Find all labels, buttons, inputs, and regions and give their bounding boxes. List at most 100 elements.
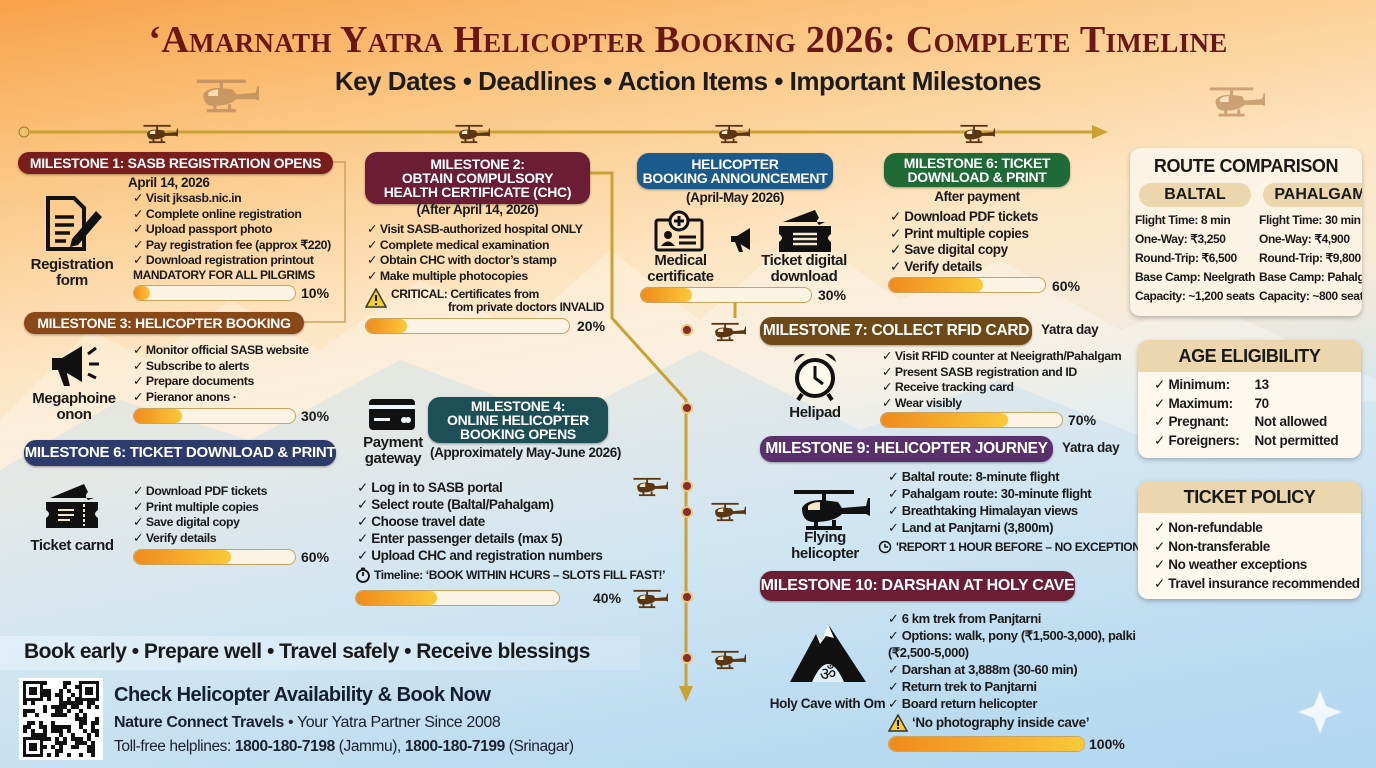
checklist-item: Complete online registration [133, 207, 331, 223]
company-name: Nature Connect Travels [114, 714, 284, 731]
checklist-item: Make multiple photocopies [367, 269, 583, 285]
registration-form-label: Registration form [30, 256, 114, 289]
checklist-item: Options: walk, pony (₹1,500-3,000), palk… [888, 627, 1138, 661]
helpline-line: Toll-free helplines: 1800-180-7198 (Jamm… [114, 738, 574, 756]
medical-certificate-label: Medical certificate [638, 253, 723, 285]
milestone-7-progress-label: 70% [1068, 412, 1097, 428]
checklist-item: Baltal route: 8-minute flight [888, 468, 1091, 485]
milestone-9-checklist: Baltal route: 8-minute flightPahalgam ro… [888, 468, 1092, 536]
route-rows: Flight Time: 30 min One-Way: ₹4,900 Round-… [1259, 211, 1362, 306]
age-row: ✓ Minimum: 13 [1154, 377, 1269, 392]
milestone-6-right-progress-label: 60% [1052, 278, 1081, 294]
milestone-7-checklist: Visit RFID counter at Neeigrath/Pahalgam… [882, 349, 1122, 411]
checklist-item: Monitor official SASB website [133, 343, 309, 359]
phone-jammu[interactable]: 1800-180-7198 [234, 738, 335, 755]
helicopter-icon [706, 650, 746, 670]
milestone-10-progress-bar [888, 736, 1085, 752]
checklist-item: Upload passport photo [133, 222, 331, 238]
checklist-item: Upload CHC and registration numbers [357, 547, 603, 564]
milestone-2-date: (After April 14, 2026) [416, 202, 539, 217]
announcement-date: (April-May 2026) [686, 190, 784, 205]
qr-code[interactable] [19, 678, 103, 760]
route-row: Flight Time: 30 min [1259, 213, 1361, 227]
helicopter-icon [706, 502, 746, 522]
announcement-title: HELICOPTER BOOKING ANNOUNCEMENT [637, 153, 833, 189]
company-line: Nature Connect Travels • Your Yatra Part… [114, 714, 501, 732]
milestone-1-date: April 14, 2026 [128, 175, 210, 190]
title-line: MILESTONE 4: [470, 398, 566, 414]
age-row: ✓ Foreigners: Not permitted [1154, 432, 1339, 448]
milestone-1-title: MILESTONE 1: SASB REGISTRATION OPENS [18, 152, 333, 174]
checklist-item: Darshan at 3,888m (30-60 min) [888, 661, 1138, 678]
route-comparison-title: ROUTE COMPARISON [1153, 156, 1339, 176]
route-row: Capacity: ~800 seats [1259, 289, 1362, 303]
location: (Jammu), [334, 738, 405, 755]
milestone-9-title: MILESTONE 9: HELICOPTER JOURNEY [760, 436, 1053, 462]
route-row: Flight Time: 8 min [1135, 213, 1231, 227]
checklist-item: Present SASB registration and ID [882, 365, 1121, 381]
checklist-item: Download PDF tickets [133, 484, 268, 500]
location: (Srinagar) [504, 738, 574, 755]
milestone-10-title: MILESTONE 10: DARSHAN AT HOLY CAVE [760, 571, 1075, 601]
milestone-10-checklist: 6 km trek from PanjtarniOptions: walk, p… [888, 610, 1138, 712]
route-name: BALTAL [1139, 183, 1252, 207]
milestone-2-progress-label: 20% [577, 318, 606, 334]
checklist-item: Verify details [133, 531, 267, 547]
milestone-9-note: 'REPORT 1 HOUR BEFORE – NO EXCEPTIONS!' [896, 540, 1155, 554]
milestone-4-timeline-note: Timeline: ‘BOOK WITHIN HCURS – SLOTS FIL… [374, 568, 666, 582]
milestone-6-left-title: MILESTONE 6: TICKET DOWNLOAD & PRINT [24, 440, 336, 466]
announcement-progress-label: 30% [818, 287, 847, 303]
footer-tagline: Book early • Prepare well • Travel safel… [24, 640, 590, 663]
checklist-item: Pay registration fee (approx ₹220) [133, 238, 331, 254]
phone-srinagar[interactable]: 1800-180-7199 [404, 738, 505, 755]
warning-line: CRITICAL: Certificates from [391, 287, 539, 301]
megaphone-icon [731, 228, 750, 252]
checklist-item: Download PDF tickets [890, 209, 1038, 226]
ticket-digital-download-label: Ticket digital download [758, 253, 850, 285]
milestone-6-right-progress-bar [888, 277, 1046, 293]
ticket-icon [46, 484, 98, 528]
milestone-4-date: (Approximately May-June 2026) [430, 445, 621, 460]
label-line: gateway [364, 450, 422, 467]
helicopter-icon [628, 477, 668, 497]
page-title: ‘Amarnath Yatra Helicopter Booking 2026:… [148, 19, 1228, 61]
registration-form-icon [46, 196, 102, 251]
route-row: One-Way: ₹4,900 [1259, 232, 1350, 246]
milestone-3-progress-label: 30% [301, 408, 330, 424]
megaphone-label: Megaphoine onon [22, 391, 126, 423]
payment-gateway-label: Payment gateway [356, 435, 430, 467]
milestone-6-right-title: MILESTONE 6: TICKET DOWNLOAD & PRINT [884, 153, 1070, 187]
checklist-item: Non-transferable [1154, 538, 1361, 557]
checklist-item: Download registration printout [133, 253, 331, 269]
checklist-item: Save digital copy [133, 515, 267, 531]
ticket-policy-panel: TICKET POLICY Non-refundableNon-transfer… [1138, 481, 1361, 599]
stopwatch-icon [356, 567, 370, 583]
checklist-item: Save digital copy [890, 242, 1038, 259]
checklist-item: Travel insurance recommended [1154, 575, 1361, 594]
title-line: OBTAIN COMPULSORY [401, 170, 554, 186]
label-line: Payment [363, 434, 423, 451]
checklist-item: Choose travel date [357, 513, 603, 530]
sparkle-icon [1298, 690, 1342, 734]
milestone-3-checklist: Monitor official SASB websiteSubscribe t… [133, 343, 309, 405]
helpline-label: Toll-free helplines: [114, 738, 235, 755]
milestone-3-title: MILESTONE 3: HELICOPTER BOOKING [24, 312, 304, 334]
title-line: MILESTONE 6: TICKET [903, 155, 1051, 171]
milestone-7-progress-bar [880, 412, 1063, 428]
age-eligibility-title: AGE ELIGIBILITY [1138, 340, 1361, 372]
checklist-item: Pahalgam route: 30-minute flight [888, 485, 1092, 502]
cta-link[interactable]: Check Helicopter Availability & Book Now [114, 684, 491, 706]
route-row: Base Camp: Pahalgam [1259, 270, 1362, 284]
checklist-item: Prepare documents [133, 374, 309, 390]
warning-icon [888, 714, 908, 732]
route-row: Round-Trip: ₹6,500 [1135, 251, 1237, 265]
checklist-item: Land at Panjtarni (3,800m) [888, 519, 1091, 536]
om-glyph: ॐ [820, 664, 836, 684]
checklist-item: Visit SASB-authorized hospital ONLY [367, 222, 583, 238]
helicopter-icon [628, 589, 668, 609]
warning-line: from private doctors INVALID [448, 300, 604, 314]
checklist-item: Return trek to Panjtarni [888, 678, 1138, 695]
label-line: Ticket digital [761, 252, 847, 269]
checklist-item: Pieranor anons · [133, 390, 309, 406]
